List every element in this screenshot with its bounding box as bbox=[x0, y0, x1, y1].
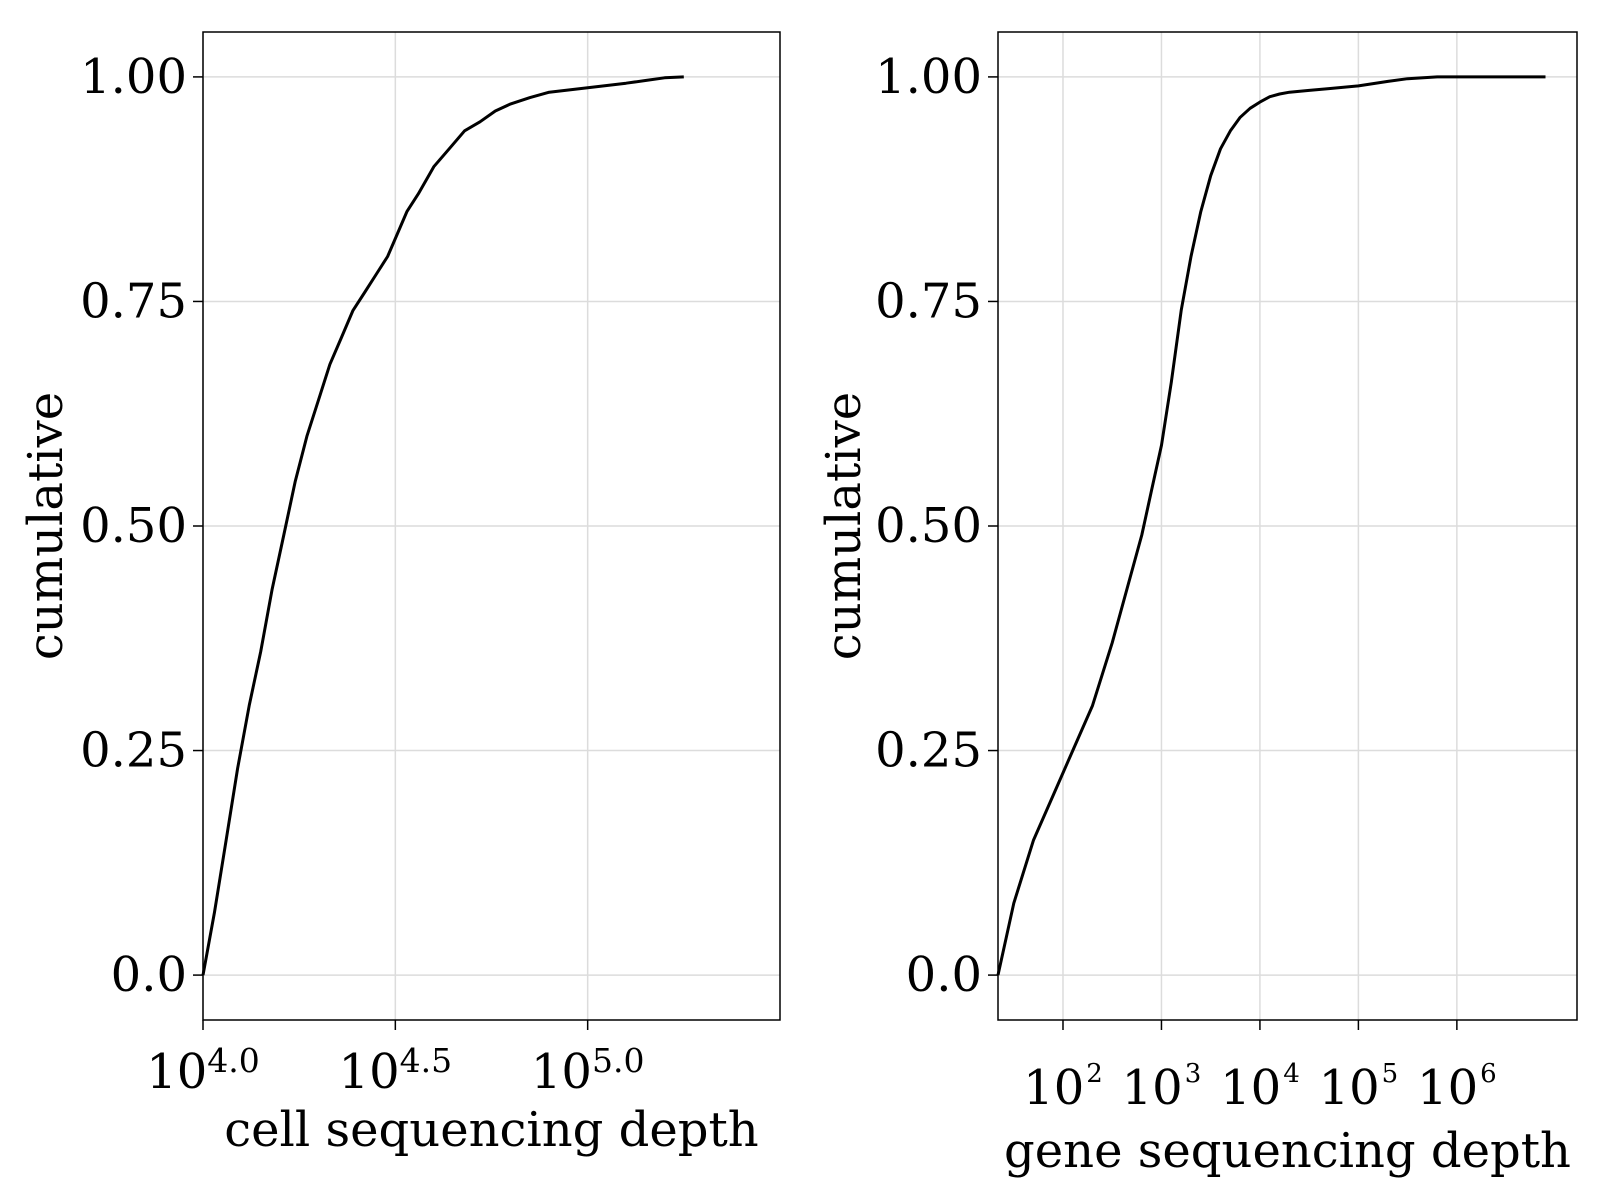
right-grid bbox=[998, 32, 1577, 1020]
left-y-tick-label: 1.00 bbox=[80, 49, 187, 105]
right-chart: 0.0 0.25 0.50 0.75 1.00 102 103 104 105 106 gene … bbox=[816, 31, 1578, 1179]
left-x-tick-label: 104.0 bbox=[146, 1041, 260, 1100]
right-y-tick-label: 0.75 bbox=[875, 273, 982, 329]
right-y-axis-label: cumulative bbox=[816, 392, 872, 660]
left-x-axis-label: cell sequencing depth bbox=[224, 1102, 758, 1158]
left-y-tick-label: 0.25 bbox=[80, 723, 187, 779]
left-x-tick-label: 104.5 bbox=[339, 1041, 453, 1100]
left-grid bbox=[202, 32, 780, 1020]
right-y-tick-label: 0.25 bbox=[875, 723, 982, 779]
right-x-axis-label: gene sequencing depth bbox=[1004, 1123, 1571, 1179]
left-y-axis-label: cumulative bbox=[18, 392, 74, 660]
right-x-tick-label: 104 bbox=[1220, 1059, 1300, 1116]
right-cdf-line bbox=[996, 75, 1546, 976]
left-y-tick-label: 0.0 bbox=[111, 947, 187, 1003]
right-y-tick-label: 1.00 bbox=[875, 49, 982, 105]
left-x-tick-label: 105.0 bbox=[531, 1041, 645, 1100]
left-chart: 0.0 0.25 0.50 0.75 1.00 104.0 104.5 105.0 cell … bbox=[18, 31, 781, 1158]
right-x-tick-label: 105 bbox=[1319, 1059, 1399, 1116]
right-x-tick-label: 103 bbox=[1122, 1059, 1202, 1116]
right-ticks: 0.0 0.25 0.50 0.75 1.00 102 103 104 105 106 bbox=[875, 49, 1497, 1116]
right-x-tick-label: 102 bbox=[1023, 1059, 1103, 1116]
right-y-tick-label: 0.0 bbox=[906, 947, 982, 1003]
left-y-tick-label: 0.50 bbox=[80, 498, 187, 554]
right-y-tick-label: 0.50 bbox=[875, 498, 982, 554]
left-y-tick-label: 0.75 bbox=[80, 273, 187, 329]
left-ticks: 0.0 0.25 0.50 0.75 1.00 104.0 104.5 105.0 bbox=[80, 49, 644, 1100]
right-x-tick-label: 106 bbox=[1417, 1059, 1497, 1116]
left-cdf-line bbox=[201, 75, 684, 976]
